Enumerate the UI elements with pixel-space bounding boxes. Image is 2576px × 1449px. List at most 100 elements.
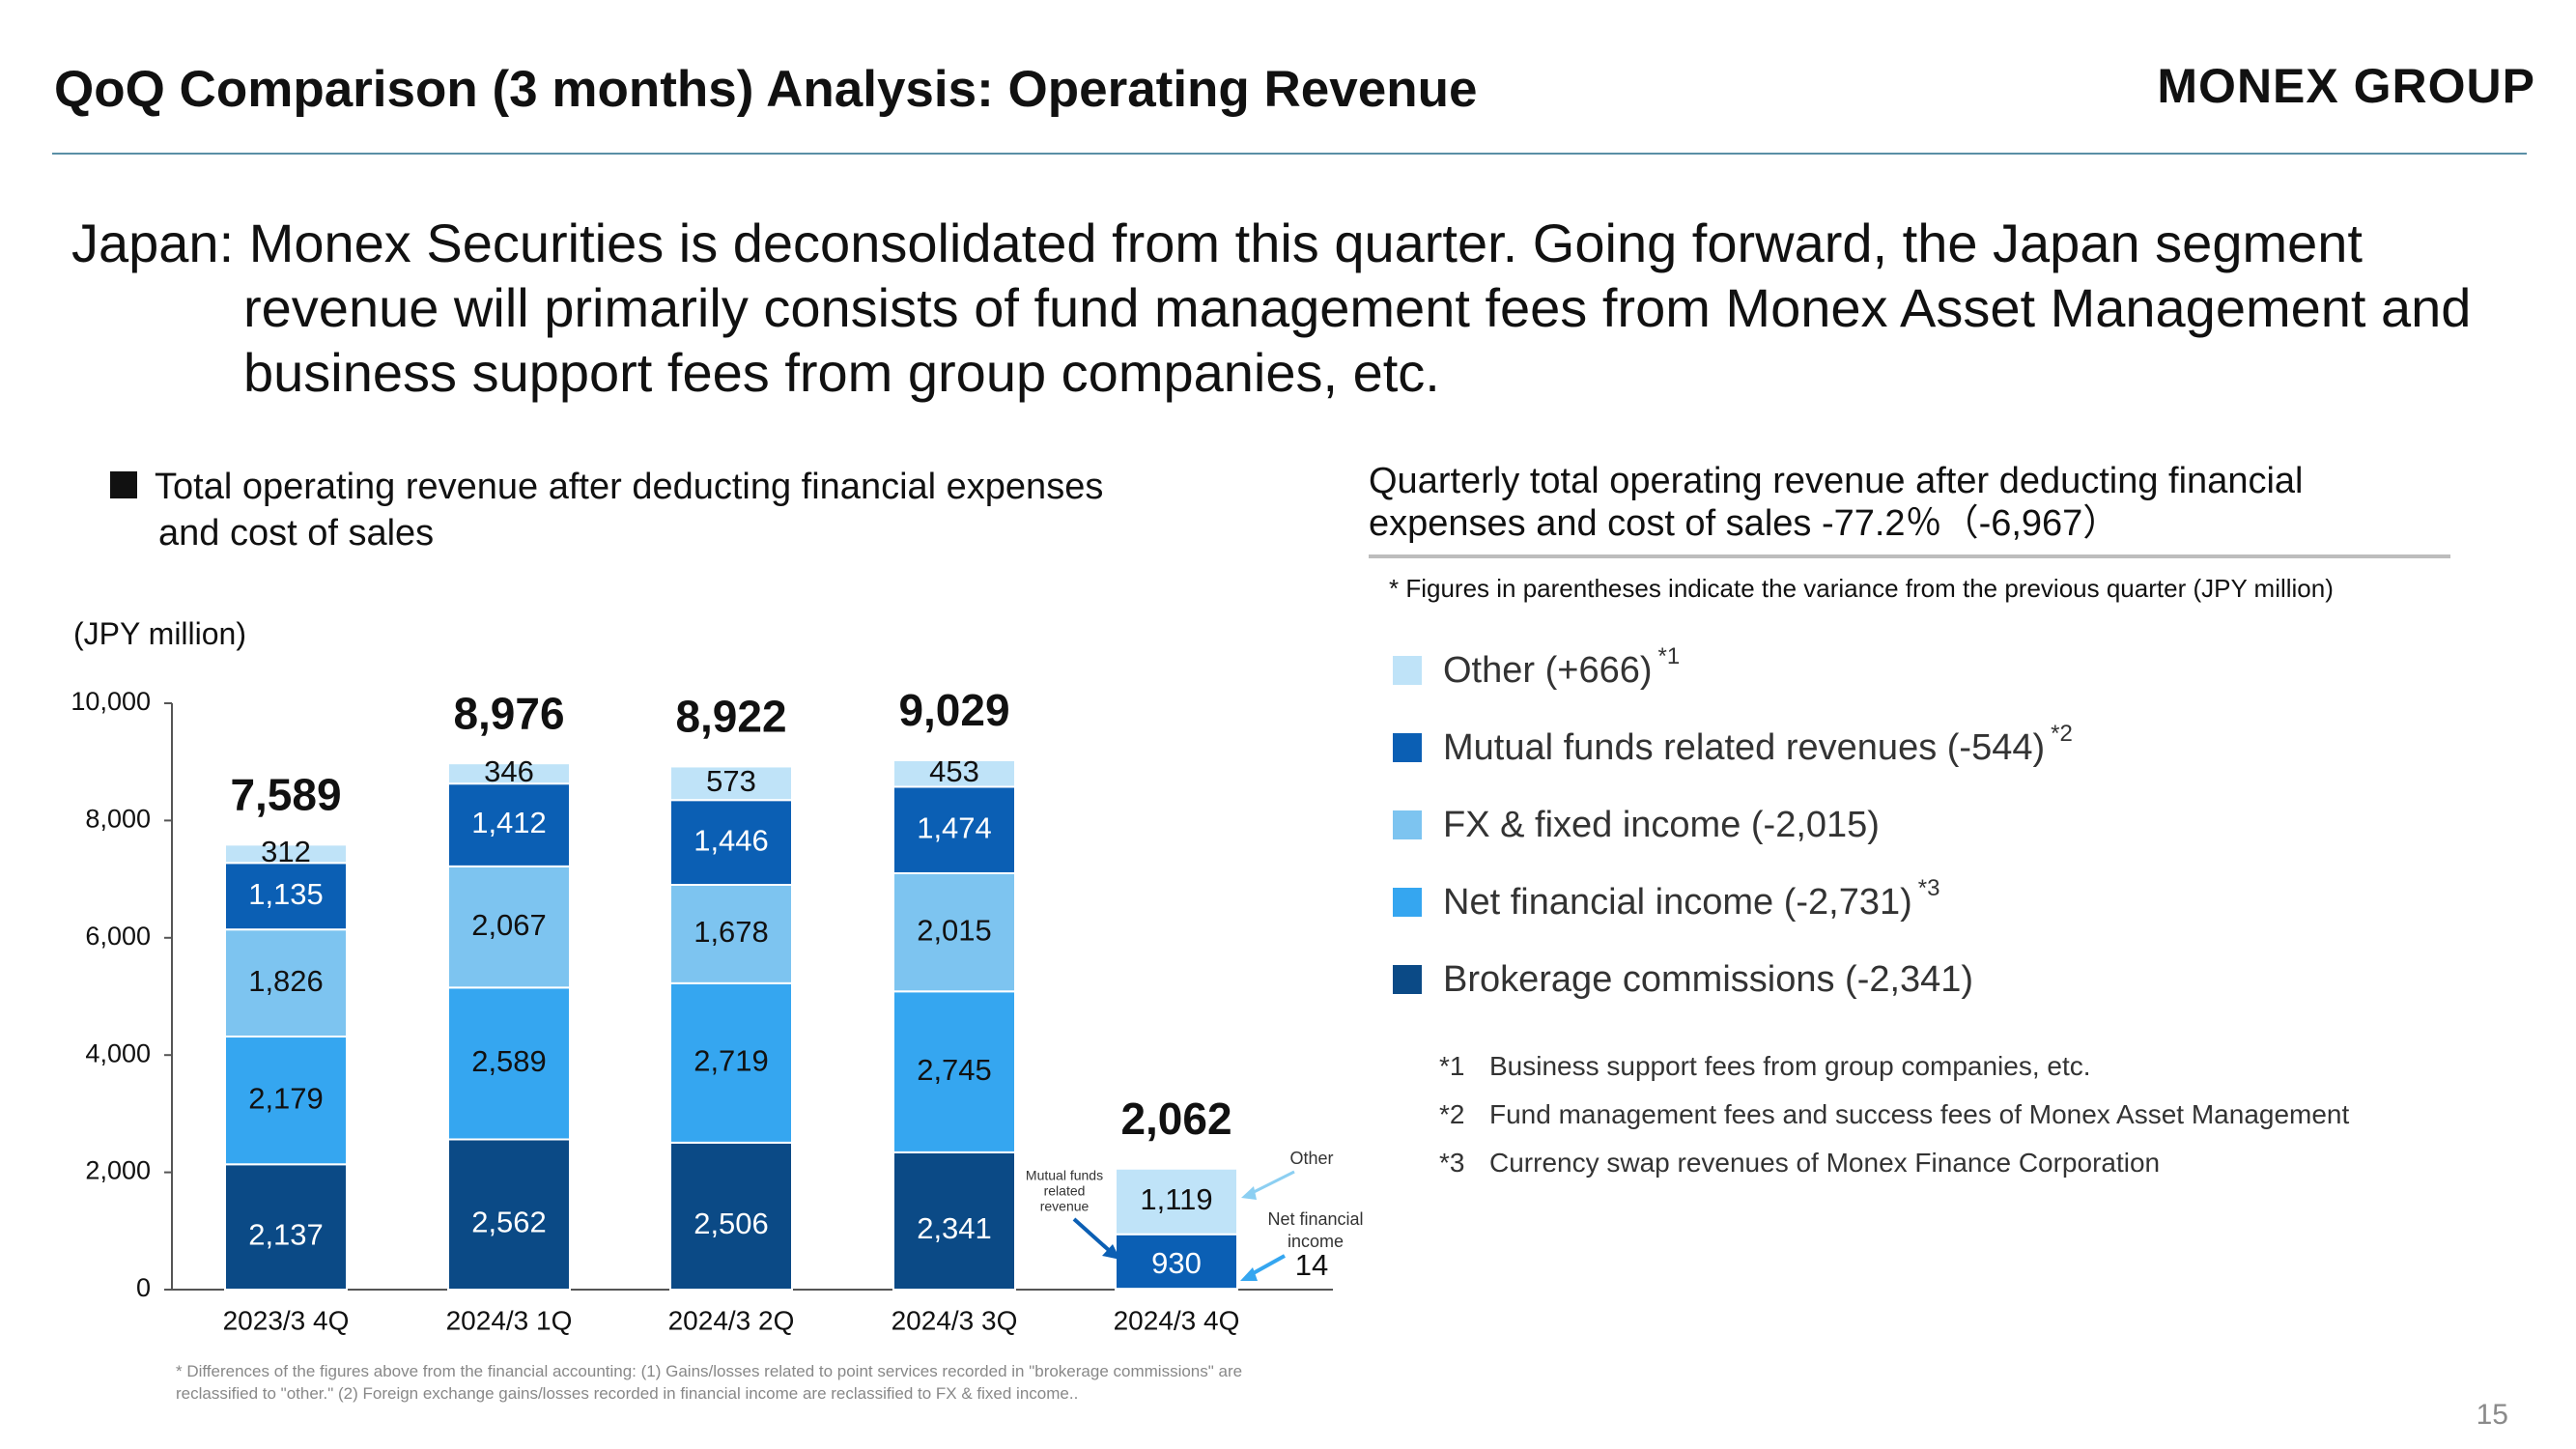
intro-line-2: revenue will primarily consists of fund … xyxy=(243,277,2472,338)
y-tick-label: 6,000 xyxy=(85,922,151,951)
summary-divider xyxy=(1369,554,2450,558)
bar-segment xyxy=(224,843,348,865)
legend-label: Brokerage commissions (-2,341) xyxy=(1443,958,1974,1000)
footnote-text: Currency swap revenues of Monex Finance … xyxy=(1489,1148,2161,1178)
legend-swatch-brokerage xyxy=(1393,965,1422,994)
bar-segment xyxy=(892,1151,1016,1291)
legend-item-mutual-funds: Mutual funds related revenues (-544) *2 xyxy=(1393,721,2073,769)
annotation-arrow-line xyxy=(1072,1217,1113,1254)
bar-value-label: 1,412 xyxy=(471,806,547,839)
annotation-arrow-line xyxy=(1249,1170,1295,1196)
company-logo: MONEX GROUP xyxy=(2157,59,2535,113)
bar-segment xyxy=(1115,1233,1238,1291)
bar-value-label: 2,719 xyxy=(694,1044,769,1078)
bar-value-label: 1,119 xyxy=(1140,1182,1212,1216)
legend-swatch-net-financial-income xyxy=(1393,888,1422,917)
bar-segment xyxy=(669,883,793,984)
bar-segment xyxy=(447,865,571,989)
bar-value-label: 573 xyxy=(706,764,756,798)
legend-swatch-other xyxy=(1393,656,1422,685)
annotation-net-financial-value: 14 xyxy=(1295,1248,1328,1282)
summary-line-2: expenses and cost of sales -77.2％（-6,967… xyxy=(1369,503,2120,544)
chart-labels: 2,137 2,179 1,826 1,135 312 7,589 2023/3 4Q 2,5… xyxy=(223,685,1240,1335)
annotation-arrow-head xyxy=(1241,1186,1257,1200)
bar-segment xyxy=(224,1036,348,1166)
bar-value-label: 453 xyxy=(929,754,979,788)
footnote-mark: *1 xyxy=(1439,1051,1465,1081)
bar-segment xyxy=(669,799,793,886)
bar-total-label: 9,029 xyxy=(898,685,1009,735)
bar-value-label: 2,137 xyxy=(248,1217,324,1251)
x-category-label: 2024/3 4Q xyxy=(1114,1305,1240,1335)
y-tick-label: 8,000 xyxy=(85,805,151,834)
bar-value-label: 930 xyxy=(1151,1246,1202,1280)
legend-footnote-mark: *3 xyxy=(1917,875,1940,901)
bar-value-label: 1,446 xyxy=(694,823,769,857)
unit-label: (JPY million) xyxy=(73,616,246,651)
bar-value-label: 2,589 xyxy=(471,1044,547,1078)
annotation-net-financial: income xyxy=(1288,1232,1344,1251)
annotation-arrow-head xyxy=(1240,1267,1258,1281)
bar-segment xyxy=(892,871,1016,993)
footnote-3: *3 Currency swap revenues of Monex Financ… xyxy=(1439,1148,2160,1179)
bar-value-label: 2,745 xyxy=(917,1053,992,1087)
bar-segment xyxy=(892,759,1016,788)
bar-total-label: 8,922 xyxy=(675,692,786,742)
bar-segment xyxy=(1115,1167,1238,1236)
bar-value-label: 346 xyxy=(484,754,534,788)
bar-value-label: 312 xyxy=(261,835,311,868)
legend-item-fx-fixed-income: FX & fixed income (-2,015) xyxy=(1393,804,1885,846)
bar-value-label: 2,179 xyxy=(248,1081,324,1115)
bar-value-label: 2,015 xyxy=(917,913,992,947)
footnote-2: *2 Fund management fees and success fees … xyxy=(1439,1099,2349,1130)
bar-segment xyxy=(669,765,793,802)
bar-segment xyxy=(224,928,348,1038)
bar-segment xyxy=(447,1138,571,1291)
chart-bars xyxy=(224,759,1238,1292)
footnote-1: *1 Business support fees from group compa… xyxy=(1439,1051,2091,1082)
footnote-mark: *2 xyxy=(1439,1099,1465,1129)
annotation-arrow-head xyxy=(1102,1244,1120,1260)
x-category-label: 2024/3 2Q xyxy=(668,1305,795,1335)
annotation-mutual-funds: revenue xyxy=(1040,1199,1090,1214)
bar-segment xyxy=(892,990,1016,1153)
legend-label: FX & fixed income (-2,015) xyxy=(1443,804,1880,845)
annotation-arrow-line xyxy=(1249,1254,1286,1277)
bar-value-label: 2,562 xyxy=(471,1205,547,1238)
summary-line-1: Quarterly total operating revenue after … xyxy=(1369,461,2304,501)
title-divider xyxy=(52,153,2527,155)
y-tick-label: 2,000 xyxy=(85,1156,151,1185)
page-title: QoQ Comparison (3 months) Analysis: Oper… xyxy=(54,61,1478,118)
legend-label: Net financial income (-2,731) xyxy=(1443,881,1912,923)
bar-value-label: 1,135 xyxy=(248,877,324,911)
bar-segment xyxy=(669,1141,793,1291)
legend-item-brokerage: Brokerage commissions (-2,341) xyxy=(1393,958,1979,1001)
legend-item-other: Other (+666) *1 xyxy=(1393,643,1680,692)
section-heading-line-1: Total operating revenue after deducting … xyxy=(155,467,1104,507)
annotation-mutual-funds: Mutual funds xyxy=(1026,1168,1103,1183)
section-heading-line-2: and cost of sales xyxy=(158,513,435,554)
bar-value-label: 1,826 xyxy=(248,964,324,998)
y-tick-label: 10,000 xyxy=(71,687,151,716)
bar-segment xyxy=(224,1163,348,1291)
intro-line-1: Japan: Monex Securities is deconsolidate… xyxy=(71,213,2363,273)
footnote-text: Business support fees from group compani… xyxy=(1489,1051,2091,1081)
bar-value-label: 2,067 xyxy=(471,908,547,942)
legend-label: Mutual funds related revenues (-544) xyxy=(1443,726,2046,768)
stacked-bar-chart: 0 2,000 4,000 6,000 8,000 10,000 2,137 2,179 1,… xyxy=(71,685,1364,1335)
footnote-text: Fund management fees and success fees of… xyxy=(1489,1099,2350,1129)
intro-line-3: business support fees from group compani… xyxy=(243,342,1440,403)
bar-value-label: 1,474 xyxy=(917,810,992,844)
y-tick-label: 0 xyxy=(136,1273,151,1302)
footnote-mark: *3 xyxy=(1439,1148,1465,1178)
section-bullet-icon xyxy=(110,471,137,498)
bar-total-label: 8,976 xyxy=(453,688,564,738)
bar-segment xyxy=(669,981,793,1144)
x-category-label: 2024/3 3Q xyxy=(892,1305,1018,1335)
bar-value-label: 1,678 xyxy=(694,915,769,949)
legend-swatch-fx-fixed-income xyxy=(1393,810,1422,839)
bar-segment xyxy=(447,762,571,785)
bar-total-label: 2,062 xyxy=(1120,1094,1231,1144)
annotation-net-financial: Net financial xyxy=(1267,1209,1363,1229)
